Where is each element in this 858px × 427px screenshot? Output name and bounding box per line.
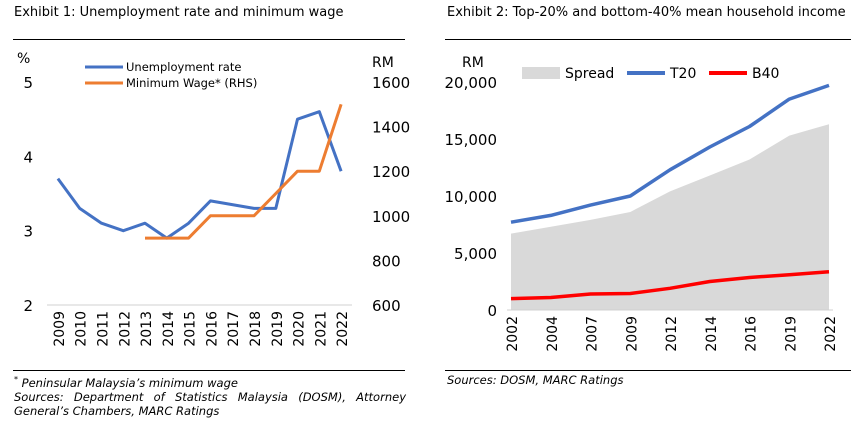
- x-tick-label: 2019: [783, 316, 799, 352]
- legend-label: Unemployment rate: [126, 60, 241, 74]
- x-tick-label: 2009: [52, 311, 68, 347]
- right-tick-label: 1400: [372, 119, 410, 137]
- series-line: [56, 110, 343, 240]
- x-tick-label: 2020: [292, 311, 308, 347]
- exhibit1-bottom-rule: [13, 370, 405, 371]
- right-tick-label: 800: [372, 252, 401, 270]
- y-tick-label: 5,000: [454, 245, 497, 263]
- left-axis-unit: %: [17, 51, 30, 67]
- x-tick-label: 2007: [585, 316, 601, 352]
- y-tick-label: 15,000: [445, 131, 498, 149]
- x-tick-label: 2012: [117, 311, 133, 347]
- series-line: [510, 270, 830, 301]
- spread-area: [511, 124, 829, 310]
- y-axis-unit: RM: [462, 55, 484, 71]
- y-tick-label: 0: [487, 302, 497, 320]
- x-tick-label: 2015: [183, 311, 199, 347]
- legend-label: Minimum Wage* (RHS): [126, 76, 257, 90]
- exhibit1-notes: * Peninsular Malaysia’s minimum wage Sou…: [14, 373, 406, 418]
- x-tick-label: 2009: [624, 316, 640, 352]
- legend-label: Spread: [565, 66, 614, 82]
- x-tick-label: 2022: [335, 311, 351, 347]
- x-tick-label: 2022: [823, 316, 839, 352]
- x-tick-label: 2002: [505, 316, 521, 352]
- x-tick-label: 2012: [664, 316, 680, 352]
- right-axis-unit: RM: [372, 55, 394, 71]
- x-tick-label: 2017: [226, 311, 242, 347]
- x-tick-label: 2016: [744, 316, 760, 352]
- right-tick-label: 1200: [372, 163, 410, 181]
- exhibit2-panel: 0 5,000 10,000 15,000 20,000 RM 2002 2004 2007 20…: [437, 0, 858, 427]
- right-tick-label: 600: [372, 297, 401, 315]
- exhibit2-bottom-rule: [445, 370, 851, 371]
- x-tick-label: 2021: [313, 311, 329, 347]
- x-tick-label: 2004: [545, 316, 561, 352]
- footnote-mark: *: [14, 375, 18, 384]
- exhibit1-chart: 2 3 4 5 600 800 1000 1200 1400 1600% RM 2009 2010 201…: [17, 51, 410, 347]
- series-line: [510, 83, 830, 224]
- exhibit1-title: Exhibit 1: Unemployment rate and minimum…: [14, 5, 344, 20]
- x-tick-label: 2013: [139, 311, 155, 347]
- exhibit2-title-rule: [445, 39, 851, 40]
- exhibit2-chart: 0 5,000 10,000 15,000 20,000 RM 2002 2004 2007 20…: [445, 55, 840, 352]
- exhibit2-title: Exhibit 2: Top-20% and bottom-40% mean h…: [447, 5, 846, 20]
- exhibit1-sources: Sources: Department of Statistics Malays…: [14, 389, 406, 418]
- exhibit2-sources: Sources: DOSM, MARC Ratings: [447, 373, 624, 387]
- x-tick-label: 2018: [248, 311, 264, 347]
- y-tick-label: 10,000: [445, 188, 498, 206]
- left-tick-label: 5: [23, 74, 33, 92]
- x-tick-label: 2019: [270, 311, 286, 347]
- legend-swatch: [522, 67, 560, 79]
- legend-label: T20: [669, 66, 696, 82]
- x-tick-label: 2014: [161, 311, 177, 347]
- x-tick-label: 2011: [95, 311, 111, 347]
- left-tick-label: 4: [23, 148, 33, 166]
- x-tick-label: 2014: [704, 316, 720, 352]
- exhibit1-footnote: * Peninsular Malaysia’s minimum wage: [14, 373, 406, 390]
- series-line: [145, 103, 343, 240]
- x-tick-label: 2016: [204, 311, 220, 347]
- left-tick-label: 2: [23, 297, 33, 315]
- right-tick-label: 1600: [372, 74, 410, 92]
- exhibit1-panel: 2 3 4 5 600 800 1000 1200 1400 1600% RM 2009 2010 201…: [0, 0, 425, 427]
- legend-label: B40: [752, 66, 779, 82]
- left-tick-label: 3: [23, 223, 33, 241]
- x-tick-label: 2010: [74, 311, 90, 347]
- exhibit1-title-rule: [13, 39, 405, 40]
- footnote-text: Peninsular Malaysia’s minimum wage: [18, 375, 238, 390]
- right-tick-label: 1000: [372, 208, 410, 226]
- y-tick-label: 20,000: [445, 74, 498, 92]
